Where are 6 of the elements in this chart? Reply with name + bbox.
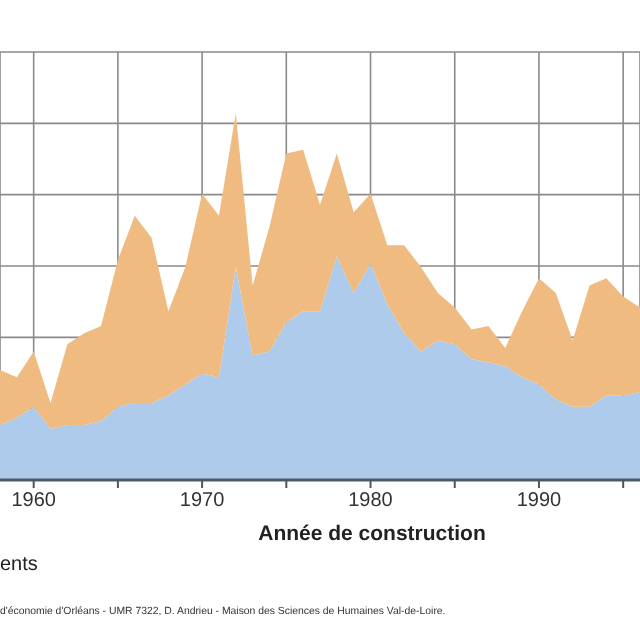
x-tick-label: 1970 bbox=[179, 490, 226, 513]
x-tick-label: 1960 bbox=[11, 490, 57, 513]
text: ents bbox=[0, 554, 38, 576]
x-tick-label: 1990 bbox=[516, 490, 563, 513]
x-tick-label: 1980 bbox=[348, 490, 394, 513]
x-axis-title: Année de construction bbox=[256, 522, 488, 546]
